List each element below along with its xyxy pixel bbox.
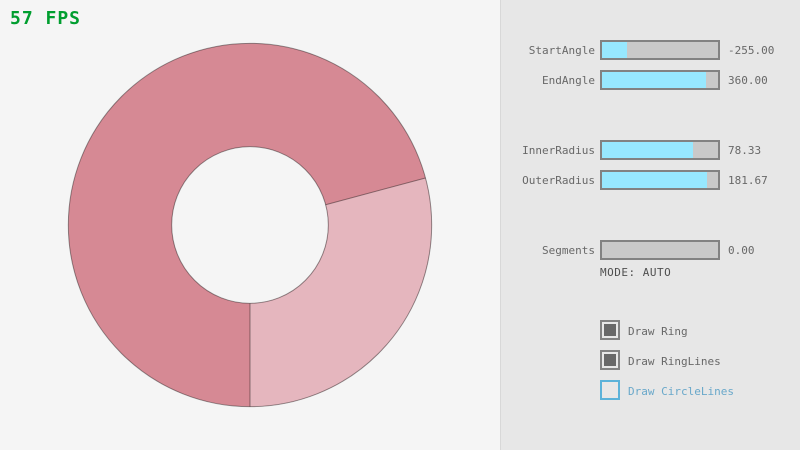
outerradius-label: OuterRadius (522, 174, 595, 187)
fps-counter: 57 FPS (10, 8, 82, 29)
outerradius-slider-fill (602, 172, 708, 188)
draw-ringlines-row: Draw RingLines (0, 350, 800, 370)
innerradius-slider-fill (602, 142, 693, 158)
endangle-row: EndAngle 360.00 (0, 70, 800, 90)
ring-inner-outline (171, 146, 329, 304)
segments-label: Segments (542, 244, 595, 257)
checkmark-icon (604, 354, 616, 366)
ring-outer-outline (67, 42, 433, 408)
outerradius-slider[interactable] (600, 170, 720, 190)
endangle-slider-fill (602, 72, 707, 88)
draw-circlelines-checkbox[interactable] (600, 380, 620, 400)
startangle-row: StartAngle -255.00 (0, 40, 800, 60)
endangle-label: EndAngle (542, 74, 595, 87)
segments-slider[interactable] (600, 240, 720, 260)
startangle-label: StartAngle (528, 44, 595, 57)
draw-ringlines-label: Draw RingLines (628, 355, 721, 368)
segments-value: 0.00 (728, 244, 755, 257)
segments-mode-text: MODE: AUTO (600, 266, 672, 279)
checkmark-icon (604, 324, 616, 336)
draw-ring-row: Draw Ring (0, 320, 800, 340)
startangle-value: -255.00 (728, 44, 775, 57)
ring-single-pass-wedge (250, 177, 432, 407)
endangle-value: 360.00 (728, 74, 768, 87)
draw-circlelines-label: Draw CircleLines (628, 385, 734, 398)
draw-ringlines-checkbox[interactable] (600, 350, 620, 370)
outerradius-row: OuterRadius 181.67 (0, 170, 800, 190)
innerradius-row: InnerRadius 78.33 (0, 140, 800, 160)
draw-ring-label: Draw Ring (628, 325, 688, 338)
startangle-slider-fill (602, 42, 628, 58)
innerradius-slider[interactable] (600, 140, 720, 160)
outerradius-value: 181.67 (728, 174, 768, 187)
draw-ring-checkbox[interactable] (600, 320, 620, 340)
startangle-slider[interactable] (600, 40, 720, 60)
ring-end-cap-line (325, 177, 426, 206)
innerradius-label: InnerRadius (522, 144, 595, 157)
draw-circlelines-row: Draw CircleLines (0, 380, 800, 400)
innerradius-value: 78.33 (728, 144, 762, 157)
segments-row: Segments 0.00 (0, 240, 800, 260)
endangle-slider[interactable] (600, 70, 720, 90)
